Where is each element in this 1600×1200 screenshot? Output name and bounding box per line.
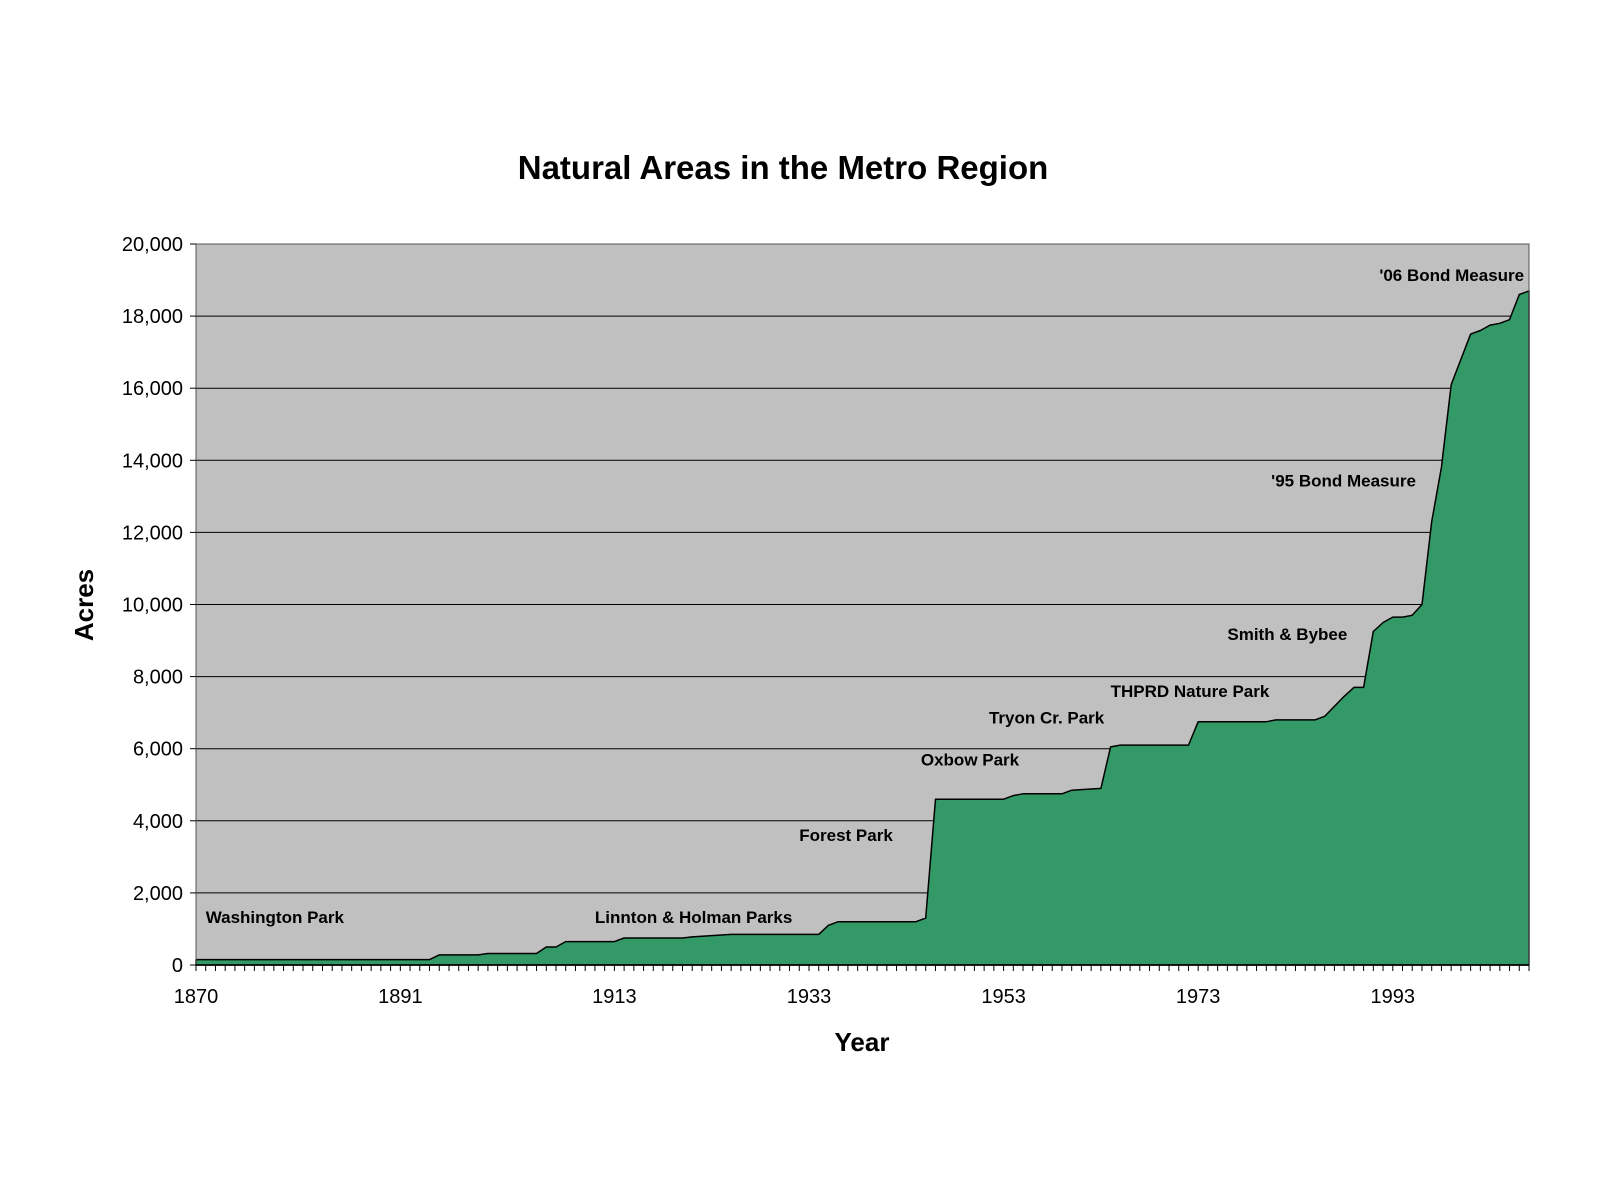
x-tick-label: 1933	[787, 986, 832, 1008]
y-tick-label: 20,000	[122, 234, 183, 256]
annotation-label: Linnton & Holman Parks	[595, 908, 792, 927]
chart-title: Natural Areas in the Metro Region	[518, 149, 1049, 186]
x-tick-label: 1891	[378, 986, 423, 1008]
annotation-label: '95 Bond Measure	[1271, 471, 1416, 490]
x-tick-label: 1870	[174, 986, 219, 1008]
annotation-label: '06 Bond Measure	[1379, 266, 1524, 285]
x-tick-label: 1973	[1176, 986, 1221, 1008]
x-tick-label: 1913	[592, 986, 637, 1008]
annotation-label: Washington Park	[206, 908, 345, 927]
annotation-label: Smith & Bybee	[1227, 625, 1347, 644]
y-tick-label: 0	[172, 955, 183, 977]
x-tick-label: 1993	[1371, 986, 1416, 1008]
y-axis-title: Acres	[69, 569, 99, 641]
area-series	[195, 290, 1530, 966]
x-axis: 1870 1891 1913 1933 1953 1973 1993	[174, 964, 1530, 1008]
annotation-label: Oxbow Park	[921, 750, 1020, 769]
annotation-label: THPRD Nature Park	[1111, 682, 1270, 701]
annotations: Washington Park Linnton & Holman Parks For…	[206, 266, 1524, 927]
y-tick-label: 12,000	[122, 522, 183, 544]
y-axis: 0 2,000 4,000 6,000 8,000 10,000 12,000 14,000 1…	[122, 234, 196, 977]
annotation-label: Forest Park	[799, 826, 893, 845]
y-tick-label: 16,000	[122, 378, 183, 400]
y-tick-label: 14,000	[122, 450, 183, 472]
y-tick-label: 18,000	[122, 306, 183, 328]
y-tick-label: 4,000	[133, 811, 183, 833]
x-axis-title: Year	[835, 1027, 890, 1057]
x-tick-label: 1953	[981, 986, 1026, 1008]
y-tick-label: 10,000	[122, 595, 183, 617]
y-tick-label: 6,000	[133, 739, 183, 761]
y-tick-label: 2,000	[133, 883, 183, 905]
y-tick-label: 8,000	[133, 667, 183, 689]
annotation-label: Tryon Cr. Park	[989, 708, 1105, 727]
